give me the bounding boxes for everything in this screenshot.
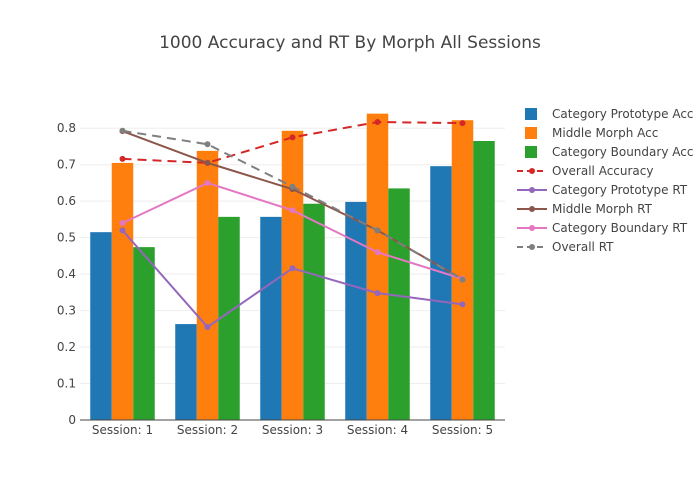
bar <box>281 130 304 420</box>
data-point <box>459 276 466 283</box>
data-point <box>119 220 126 227</box>
legend-swatch <box>525 108 537 120</box>
bar <box>345 201 367 420</box>
legend-label: Overall RT <box>552 240 614 254</box>
data-point <box>119 127 126 134</box>
lines-layer <box>119 119 466 330</box>
bar <box>111 162 134 420</box>
axis-layer: 0 0.1 0.2 0.3 0.4 0.5 0.6 0.7 0.8 Session: 1 Sessi… <box>57 121 505 437</box>
legend-marker <box>529 168 535 174</box>
x-tick-label: Session: 2 <box>177 423 238 437</box>
legend-marker <box>529 225 535 231</box>
data-point <box>374 249 381 256</box>
data-point <box>289 207 296 214</box>
data-point <box>119 155 126 162</box>
data-point <box>459 120 466 127</box>
legend-marker <box>529 244 535 250</box>
y-tick-label: 0 <box>68 413 76 427</box>
x-tick-label: Session: 1 <box>92 423 153 437</box>
bar <box>366 113 389 420</box>
bar <box>260 216 282 420</box>
legend-label: Middle Morph Acc <box>552 126 658 140</box>
data-point <box>459 301 466 308</box>
legend-label: Category Boundary RT <box>552 221 688 235</box>
data-point <box>289 183 296 190</box>
bar <box>196 150 219 421</box>
bar <box>90 232 112 420</box>
legend-swatch <box>525 146 537 158</box>
legend-swatch <box>525 127 537 139</box>
x-tick-label: Session: 4 <box>347 423 408 437</box>
data-point <box>204 159 211 166</box>
x-tick-label: Session: 5 <box>432 423 493 437</box>
legend-label: Overall Accuracy <box>552 164 653 178</box>
y-tick-label: 0.7 <box>57 158 76 172</box>
bars-layer <box>90 113 495 421</box>
legend-label: Category Prototype Acc <box>552 107 694 121</box>
y-tick-label: 0.6 <box>57 194 76 208</box>
legend-label: Middle Morph RT <box>552 202 653 216</box>
data-point <box>204 324 211 330</box>
legend-label: Category Prototype RT <box>552 183 688 197</box>
data-point <box>204 141 211 148</box>
bar <box>303 203 325 420</box>
legend-label: Category Boundary Acc <box>552 145 693 159</box>
bar <box>430 166 452 420</box>
bar <box>388 188 410 420</box>
y-tick-label: 0.8 <box>57 121 76 135</box>
bar <box>175 324 197 420</box>
legend-marker <box>529 187 535 193</box>
x-tick-label: Session: 3 <box>262 423 323 437</box>
data-point <box>374 290 381 297</box>
data-point <box>374 119 381 126</box>
legend[interactable]: Category Prototype Acc Middle Morph Acc Ca… <box>517 107 694 254</box>
bar <box>473 141 495 420</box>
bar <box>451 120 474 420</box>
bar <box>133 247 155 420</box>
y-tick-label: 0.4 <box>57 267 76 281</box>
y-tick-label: 0.2 <box>57 340 76 354</box>
y-tick-label: 0.1 <box>57 377 76 391</box>
data-point <box>374 227 381 234</box>
y-tick-label: 0.5 <box>57 231 76 245</box>
data-point <box>289 265 296 272</box>
data-point <box>119 227 126 234</box>
data-point <box>204 179 211 186</box>
bar <box>218 216 240 420</box>
y-tick-label: 0.3 <box>57 304 76 318</box>
data-point <box>289 134 296 141</box>
legend-marker <box>529 206 535 212</box>
chart-title: 1000 Accuracy and RT By Morph All Sessio… <box>159 33 541 53</box>
